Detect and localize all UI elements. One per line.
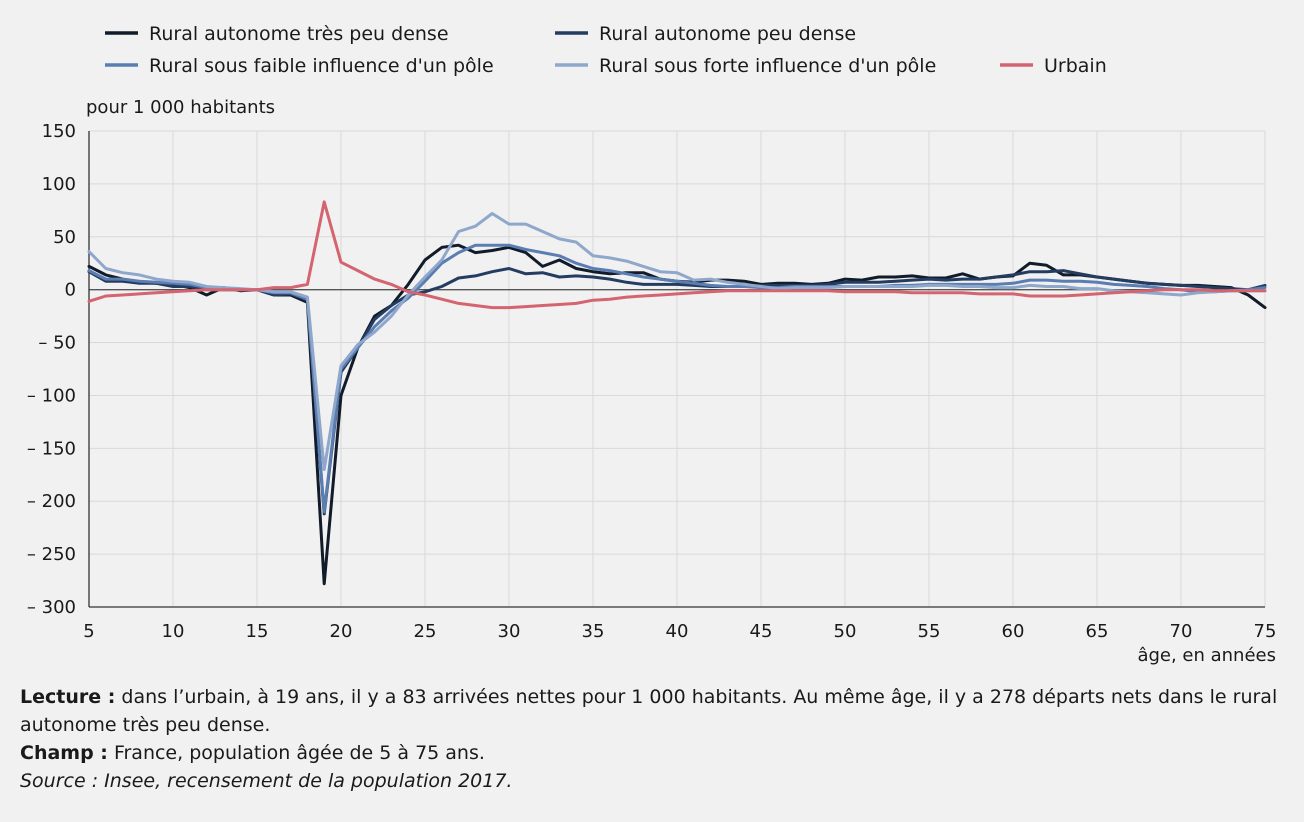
legend-label-2: Rural autonome peu dense — [599, 23, 856, 45]
reading-note-text: dans l’urbain, à 19 ans, il y a 83 arriv… — [20, 686, 1278, 736]
y-tick-label: – 150 — [27, 438, 76, 459]
y-tick-label: – 50 — [38, 333, 76, 354]
x-tick-label: 5 — [83, 621, 94, 642]
legend-label-4: Rural sous forte influence d'un pôle — [599, 55, 936, 77]
y-tick-label: 150 — [42, 121, 76, 142]
x-tick-label: 10 — [162, 621, 185, 642]
source-note: Source : Insee, recensement de la popula… — [20, 770, 513, 792]
x-tick-label: 30 — [498, 621, 521, 642]
reading-note-label: Lecture : — [20, 686, 116, 708]
y-tick-label: – 250 — [27, 544, 76, 565]
x-tick-label: 60 — [1002, 621, 1025, 642]
reading-note: Lecture : dans l’urbain, à 19 ans, il y … — [20, 683, 1280, 739]
x-axis-title: âge, en années — [1137, 645, 1276, 666]
x-tick-label: 20 — [330, 621, 353, 642]
y-tick-label: – 100 — [27, 385, 76, 406]
y-tick-label: 0 — [65, 280, 76, 301]
x-tick-label: 50 — [834, 621, 857, 642]
y-tick-label: – 300 — [27, 597, 76, 618]
y-axis-title: pour 1 000 habitants — [86, 97, 275, 118]
x-tick-label: 65 — [1086, 621, 1109, 642]
x-tick-label: 35 — [582, 621, 605, 642]
scope-note: Champ : France, population âgée de 5 à 7… — [20, 739, 1280, 767]
x-tick-label: 15 — [246, 621, 269, 642]
scope-note-text: France, population âgée de 5 à 75 ans. — [107, 742, 485, 764]
line-chart: 150 100 50 0 – 50 – 100 – 150 – 200 – 250 – 300 5 1… — [27, 23, 1277, 666]
legend-label-5: Urbain — [1044, 55, 1107, 77]
y-tick-label: 100 — [42, 174, 76, 195]
series-line-5 — [87, 200, 1267, 310]
chart-notes: Lecture : dans l’urbain, à 19 ans, il y … — [20, 683, 1280, 795]
legend-label-3: Rural sous faible influence d'un pôle — [149, 55, 494, 77]
x-tick-label: 55 — [918, 621, 941, 642]
series-line-4 — [87, 212, 1267, 471]
x-tick-label: 40 — [666, 621, 689, 642]
scope-note-label: Champ : — [20, 742, 108, 764]
x-tick-label: 45 — [750, 621, 773, 642]
x-tick-label: 75 — [1254, 621, 1277, 642]
y-tick-label: 50 — [53, 227, 76, 248]
legend-label-1: Rural autonome très peu dense — [149, 23, 449, 45]
y-tick-label: – 200 — [27, 491, 76, 512]
x-tick-label: 25 — [414, 621, 437, 642]
x-tick-label: 70 — [1170, 621, 1193, 642]
